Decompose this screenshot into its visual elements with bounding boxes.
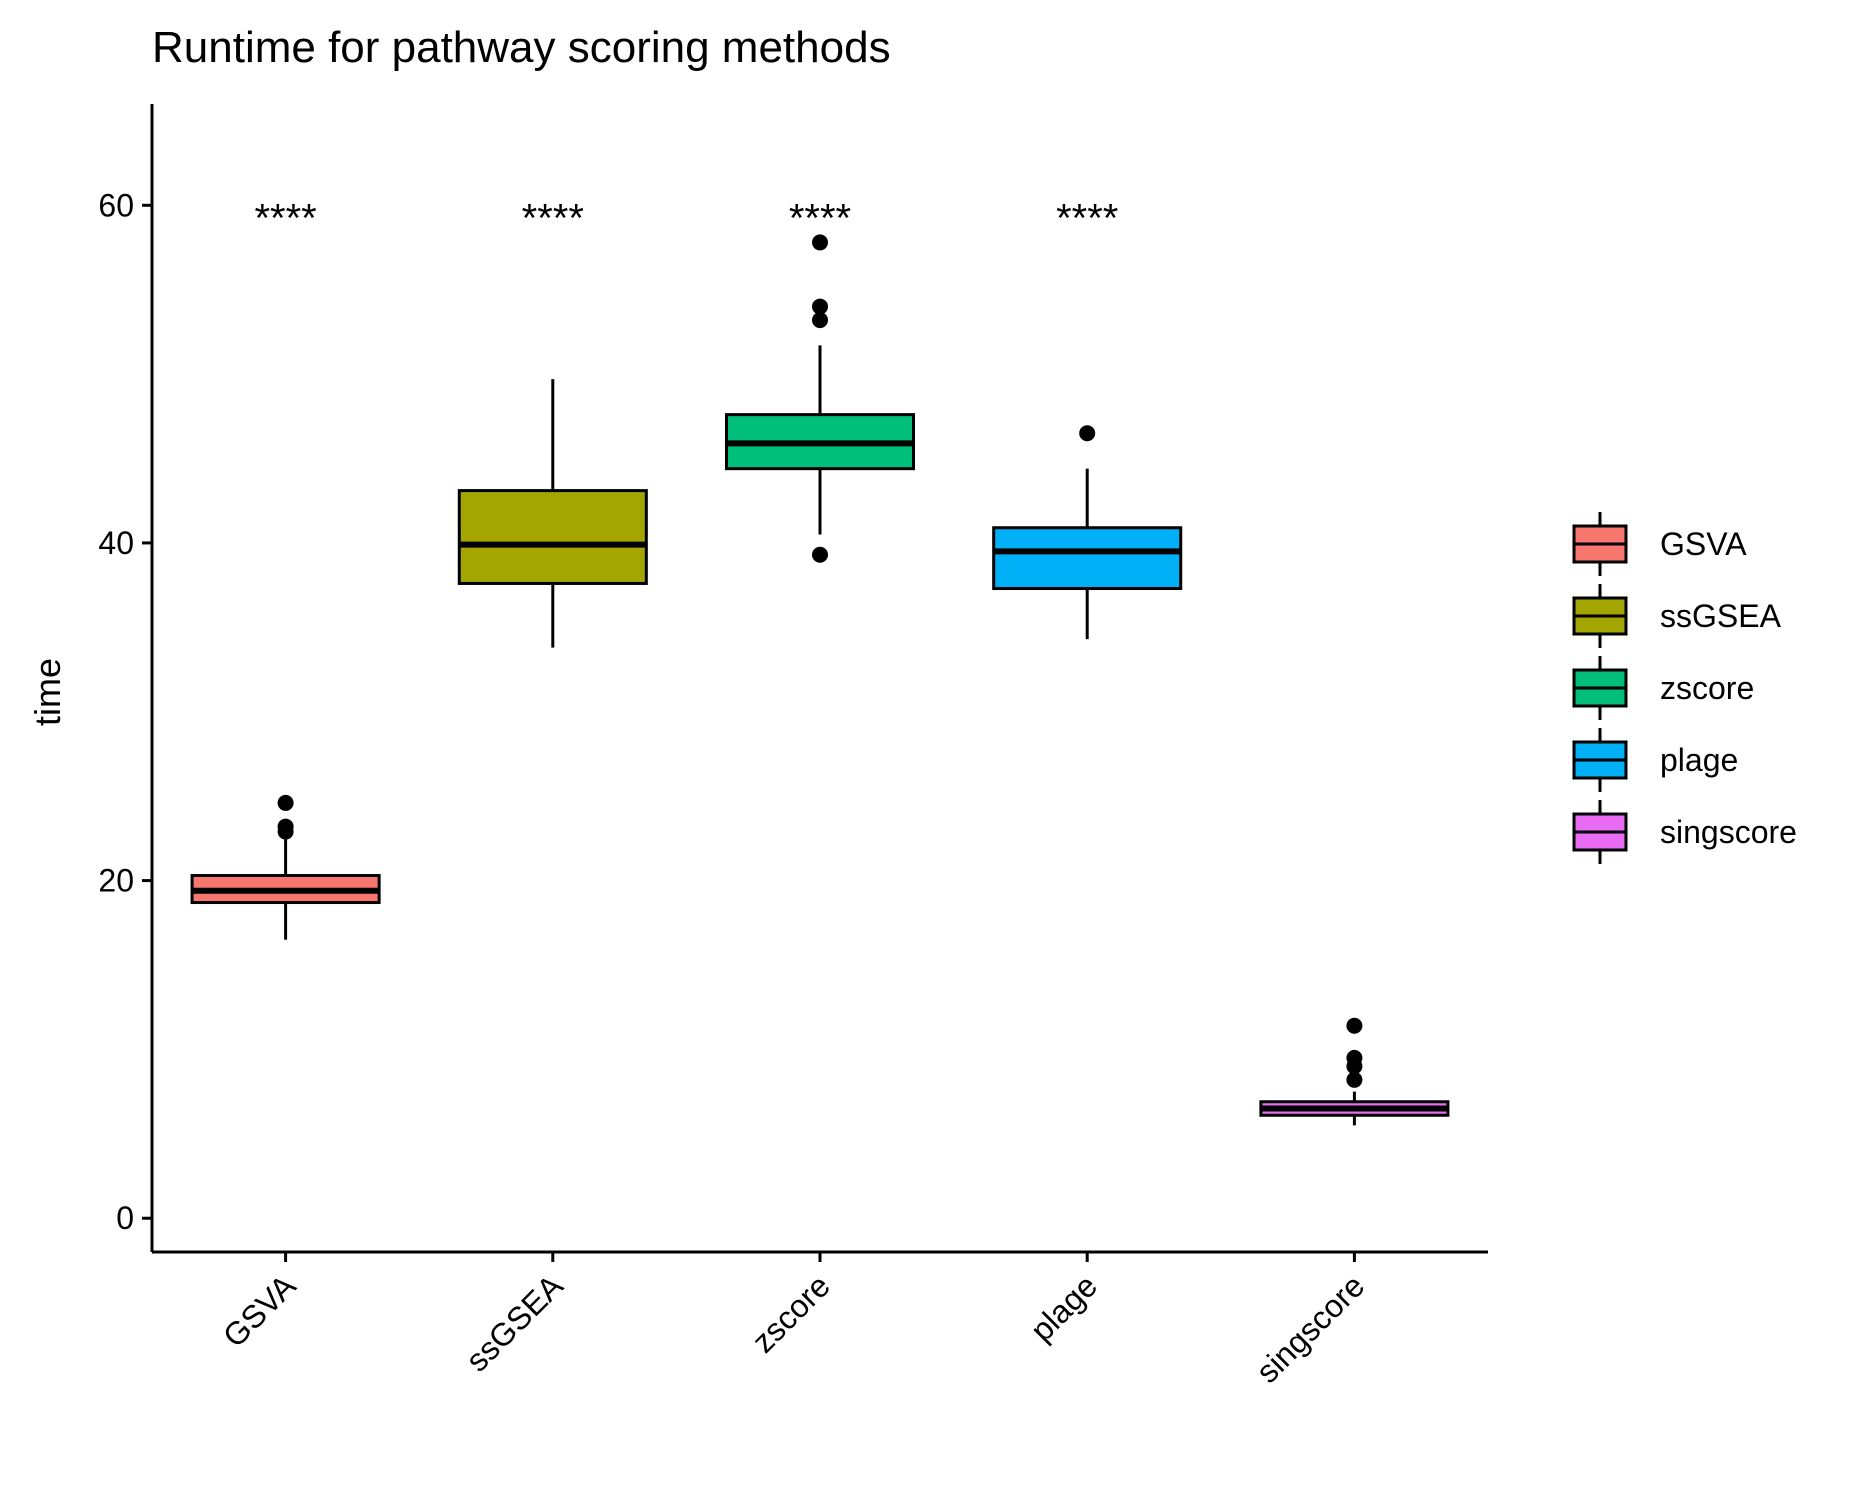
y-tick-label: 0 (116, 1200, 134, 1236)
box-gsva (190, 794, 381, 940)
legend-label: singscore (1660, 814, 1797, 850)
box-singscore (1259, 1017, 1450, 1126)
outlier-point (1079, 425, 1096, 442)
chart-title: Runtime for pathway scoring methods (152, 23, 891, 72)
legend-item-plage: plage (1572, 728, 1738, 792)
legend: GSVA ssGSEA zscore plage singscore (1572, 512, 1797, 864)
outlier-point (812, 312, 828, 329)
significance-label: **** (522, 196, 584, 240)
y-axis-label: time (27, 658, 68, 726)
legend-label: zscore (1660, 670, 1754, 706)
y-tick-label: 60 (98, 187, 134, 223)
legend-item-singscore: singscore (1572, 800, 1797, 864)
outlier-point (812, 298, 828, 315)
significance-label: **** (1056, 196, 1118, 240)
legend-item-ssgsea: ssGSEA (1572, 584, 1782, 648)
box-body (457, 489, 648, 585)
significance-label: **** (254, 196, 316, 240)
outlier-point (812, 546, 828, 563)
x-tick-label: singscore (1249, 1267, 1371, 1389)
significance-label: **** (789, 196, 851, 240)
y-tick-label: 40 (98, 525, 134, 561)
legend-label: GSVA (1660, 526, 1747, 562)
plot-area: 0 20 40 60 GSVA ssGSEA zscore plage singscore ***… (98, 104, 1488, 1390)
box-body (992, 526, 1183, 591)
x-tick-label: plage (1023, 1267, 1104, 1348)
outlier-point (1346, 1058, 1363, 1075)
box-zscore (724, 234, 916, 563)
x-tick-label: ssGSEA (459, 1267, 570, 1378)
box-ssgsea (457, 379, 648, 648)
legend-label: ssGSEA (1660, 598, 1782, 634)
outlier-point (812, 234, 828, 251)
outlier-point (277, 794, 294, 811)
legend-item-gsva: GSVA (1572, 512, 1747, 576)
outlier-point (1346, 1017, 1363, 1034)
x-tick-label: zscore (745, 1267, 837, 1359)
box-plage (992, 425, 1183, 640)
outlier-point (277, 823, 294, 840)
legend-label: plage (1660, 742, 1738, 778)
x-tick-label: GSVA (216, 1267, 303, 1354)
legend-item-zscore: zscore (1572, 656, 1754, 720)
outlier-point (1346, 1071, 1363, 1088)
y-tick-label: 20 (98, 863, 134, 899)
